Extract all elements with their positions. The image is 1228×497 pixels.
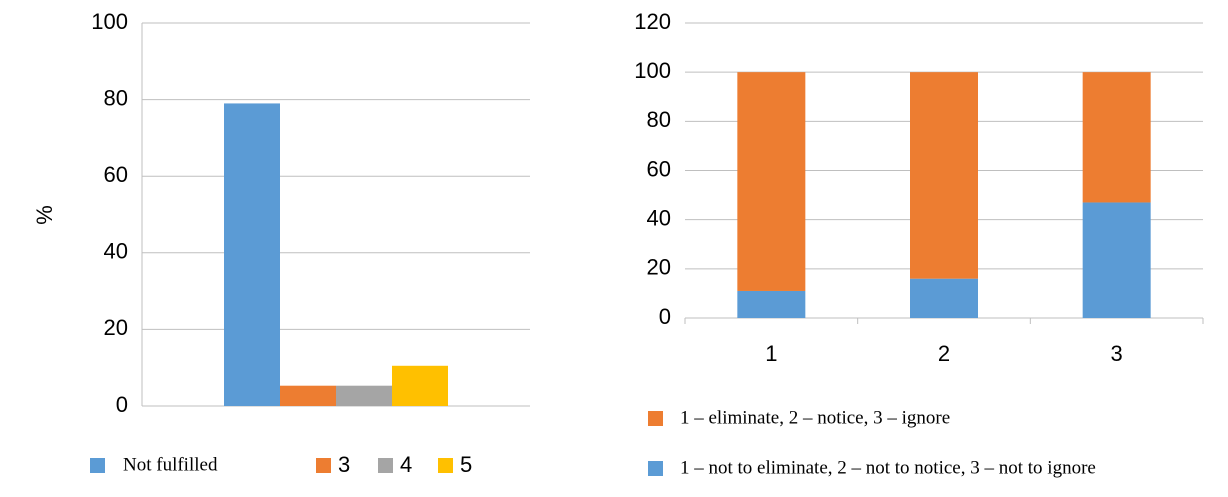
- y-tick-label: 80: [104, 85, 128, 110]
- bar-segment: [1082, 202, 1151, 318]
- y-tick-label: 80: [647, 107, 671, 132]
- y-tick-label: 100: [634, 58, 671, 83]
- legend-label: 5: [460, 452, 472, 477]
- legend-label: 1 – eliminate, 2 – notice, 3 – ignore: [680, 407, 950, 428]
- y-tick-label: 60: [647, 156, 671, 181]
- legend-swatch: [90, 458, 105, 473]
- y-tick-label: 40: [647, 205, 671, 230]
- y-tick-label: 0: [116, 392, 128, 417]
- y-tick-label: 20: [104, 315, 128, 340]
- legend-label: 3: [338, 452, 350, 477]
- bar-segment: [737, 290, 806, 318]
- legend-swatch: [648, 411, 663, 426]
- legend-swatch: [316, 458, 331, 473]
- y-tick-label: 40: [104, 239, 128, 264]
- x-tick-label: 2: [938, 341, 950, 366]
- legend-label: Not fulfilled: [123, 454, 218, 475]
- legend-swatch: [378, 458, 393, 473]
- bar: [336, 385, 392, 406]
- bar-segment: [910, 72, 978, 279]
- bar-segment: [1082, 72, 1151, 203]
- bar: [280, 385, 336, 406]
- y-tick-label: 20: [647, 255, 671, 280]
- bar-segment: [737, 72, 806, 291]
- legend-swatch: [438, 458, 453, 473]
- y-tick-label: 120: [634, 9, 671, 34]
- legend-swatch: [648, 461, 663, 476]
- y-axis-label: %: [32, 205, 57, 225]
- legend-label: 1 – not to eliminate, 2 – not to notice,…: [680, 457, 1096, 478]
- bar: [224, 103, 280, 407]
- y-tick-label: 100: [91, 9, 128, 34]
- bar-segment: [910, 278, 978, 318]
- y-tick-label: 0: [659, 304, 671, 329]
- y-tick-label: 60: [104, 162, 128, 187]
- bar: [392, 365, 448, 406]
- x-tick-label: 3: [1111, 341, 1123, 366]
- x-tick-label: 1: [765, 341, 777, 366]
- legend-label: 4: [400, 452, 412, 477]
